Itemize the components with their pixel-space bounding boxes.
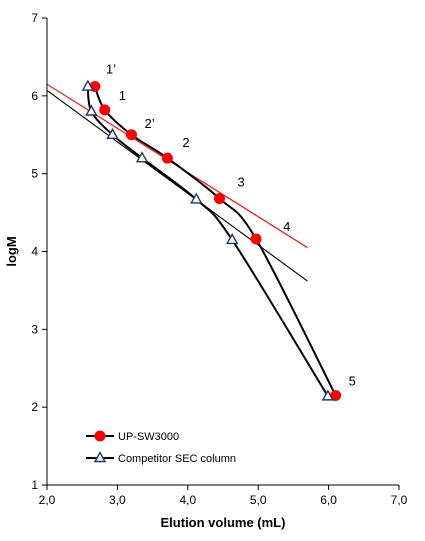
- point-label: 5: [349, 373, 356, 388]
- point-label: 2: [182, 135, 189, 150]
- x-tick-label: 6,0: [320, 493, 337, 507]
- trendline-competitor: [46, 89, 308, 282]
- data-point-competitor: [81, 79, 95, 91]
- data-point-competitor: [85, 104, 98, 116]
- legend-marker-up-sw3000: [94, 430, 106, 442]
- data-point-up-sw3000: [161, 152, 173, 164]
- y-tick-label: 3: [31, 322, 38, 336]
- data-point-competitor: [135, 151, 149, 163]
- point-label: 2’: [144, 116, 154, 131]
- y-tick-label: 5: [31, 167, 38, 181]
- data-point-competitor: [225, 232, 239, 245]
- y-tick-label: 2: [31, 400, 38, 414]
- legend: UP-SW3000 Competitor SEC column: [86, 430, 236, 465]
- y-tick-label: 1: [31, 478, 38, 492]
- data-point-competitor: [106, 127, 119, 140]
- y-tick-label: 6: [31, 89, 38, 103]
- legend-label: UP-SW3000: [118, 431, 179, 443]
- plot-area: 1’1 2’ 2 3 4 5: [46, 61, 356, 401]
- x-tick-label: 5,0: [250, 493, 267, 507]
- point-label: 1: [119, 88, 126, 103]
- point-label: 1’: [106, 61, 116, 76]
- y-ticks: 1 2 3 4 5 6 7: [31, 11, 47, 492]
- y-tick-label: 4: [31, 245, 38, 259]
- legend-label: Competitor SEC column: [118, 453, 236, 465]
- data-point-competitor: [321, 389, 335, 401]
- legend-marker-competitor: [93, 451, 107, 463]
- y-tick-label: 7: [31, 11, 38, 25]
- data-point-up-sw3000: [213, 193, 225, 205]
- x-tick-label: 2,0: [39, 493, 56, 507]
- x-tick-label: 7,0: [391, 493, 408, 507]
- point-label: 4: [283, 219, 290, 234]
- data-point-up-sw3000: [250, 233, 262, 245]
- point-label: 3: [237, 175, 244, 190]
- x-tick-label: 3,0: [109, 493, 126, 507]
- x-tick-label: 4,0: [179, 493, 196, 507]
- data-point-up-sw3000: [330, 389, 342, 401]
- data-point-up-sw3000: [99, 104, 111, 116]
- data-point-up-sw3000: [125, 129, 137, 141]
- x-ticks: 2,0 3,0 4,0 5,0 6,0 7,0: [39, 485, 408, 507]
- x-axis-title: Elution volume (mL): [161, 515, 286, 530]
- y-axis-title: logM: [4, 236, 19, 266]
- data-point-competitor: [190, 192, 203, 204]
